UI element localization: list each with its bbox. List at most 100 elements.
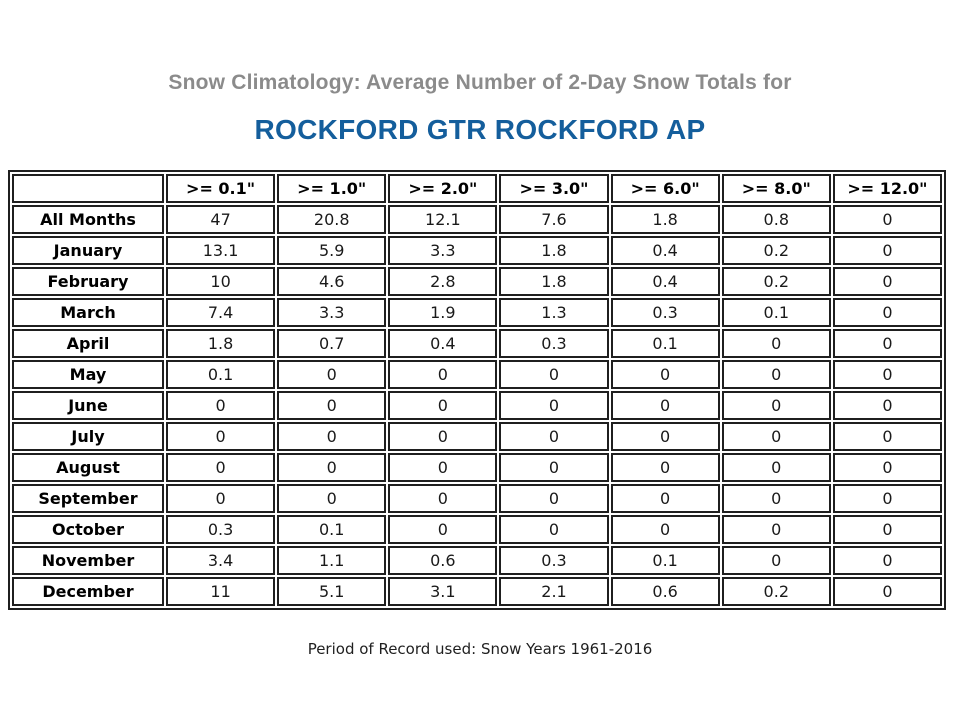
table-row: July 0 0 0 0 0 0 0	[12, 422, 942, 451]
value-cell: 0	[832, 205, 942, 234]
value-cell: 10	[166, 267, 276, 296]
column-header-cell: >= 12.0"	[832, 174, 942, 203]
value-cell: 12.1	[388, 205, 498, 234]
value-cell: 0.1	[610, 546, 720, 575]
value-cell: 0	[832, 546, 942, 575]
value-cell: 0	[610, 391, 720, 420]
column-header-cell: >= 0.1"	[166, 174, 276, 203]
value-cell: 3.4	[166, 546, 276, 575]
station-name-title: ROCKFORD GTR ROCKFORD AP	[254, 114, 706, 145]
value-cell: 0	[832, 577, 942, 606]
value-cell: 0	[499, 422, 609, 451]
month-label-cell: September	[12, 484, 164, 513]
value-cell: 0	[610, 422, 720, 451]
month-label-cell: December	[12, 577, 164, 606]
value-cell: 0	[832, 360, 942, 389]
table-row: September 0 0 0 0 0 0 0	[12, 484, 942, 513]
value-cell: 0	[610, 453, 720, 482]
value-cell: 7.6	[499, 205, 609, 234]
value-cell: 0	[388, 422, 498, 451]
value-cell: 1.3	[499, 298, 609, 327]
column-header-cell: >= 6.0"	[610, 174, 720, 203]
value-cell: 1.8	[499, 236, 609, 265]
value-cell: 0	[166, 484, 276, 513]
value-cell: 0.4	[610, 267, 720, 296]
value-cell: 0	[610, 515, 720, 544]
value-cell: 0	[388, 515, 498, 544]
value-cell: 0	[277, 484, 387, 513]
month-label-cell: August	[12, 453, 164, 482]
value-cell: 0	[832, 422, 942, 451]
value-cell: 0	[832, 329, 942, 358]
value-cell: 0.1	[277, 515, 387, 544]
table-row: June 0 0 0 0 0 0 0	[12, 391, 942, 420]
value-cell: 0	[388, 360, 498, 389]
value-cell: 0	[721, 329, 831, 358]
table-row: All Months 47 20.8 12.1 7.6 1.8 0.8 0	[12, 205, 942, 234]
value-cell: 5.1	[277, 577, 387, 606]
table-row: January 13.1 5.9 3.3 1.8 0.4 0.2 0	[12, 236, 942, 265]
table-row: February 10 4.6 2.8 1.8 0.4 0.2 0	[12, 267, 942, 296]
month-label-cell: March	[12, 298, 164, 327]
value-cell: 0	[832, 236, 942, 265]
value-cell: 0	[388, 453, 498, 482]
value-cell: 0.7	[277, 329, 387, 358]
value-cell: 20.8	[277, 205, 387, 234]
column-header-cell: >= 2.0"	[388, 174, 498, 203]
month-label-cell: July	[12, 422, 164, 451]
value-cell: 0.6	[388, 546, 498, 575]
value-cell: 1.8	[499, 267, 609, 296]
value-cell: 0.1	[610, 329, 720, 358]
value-cell: 0	[721, 484, 831, 513]
month-label-cell: January	[12, 236, 164, 265]
value-cell: 0.2	[721, 236, 831, 265]
value-cell: 47	[166, 205, 276, 234]
value-cell: 0.1	[721, 298, 831, 327]
value-cell: 0	[721, 422, 831, 451]
value-cell: 0	[832, 453, 942, 482]
column-header-cell: >= 3.0"	[499, 174, 609, 203]
period-of-record-note: Period of Record used: Snow Years 1961-2…	[307, 640, 653, 658]
table-header: >= 0.1" >= 1.0" >= 2.0" >= 3.0" >= 6.0" >= 8.…	[12, 174, 942, 203]
value-cell: 0.3	[499, 329, 609, 358]
value-cell: 7.4	[166, 298, 276, 327]
value-cell: 0	[721, 391, 831, 420]
value-cell: 3.1	[388, 577, 498, 606]
value-cell: 0.2	[721, 267, 831, 296]
value-cell: 0	[277, 453, 387, 482]
value-cell: 0.6	[610, 577, 720, 606]
value-cell: 0	[721, 546, 831, 575]
value-cell: 0	[832, 515, 942, 544]
table-row: March 7.4 3.3 1.9 1.3 0.3 0.1 0	[12, 298, 942, 327]
value-cell: 4.6	[277, 267, 387, 296]
table-row: May 0.1 0 0 0 0 0 0	[12, 360, 942, 389]
table-row: December 11 5.1 3.1 2.1 0.6 0.2 0	[12, 577, 942, 606]
value-cell: 0.3	[610, 298, 720, 327]
value-cell: 0.3	[499, 546, 609, 575]
value-cell: 0	[832, 391, 942, 420]
month-label-cell: May	[12, 360, 164, 389]
value-cell: 0	[388, 391, 498, 420]
table-row: October 0.3 0.1 0 0 0 0 0	[12, 515, 942, 544]
value-cell: 0	[499, 391, 609, 420]
table-row: August 0 0 0 0 0 0 0	[12, 453, 942, 482]
value-cell: 1.1	[277, 546, 387, 575]
value-cell: 0.2	[721, 577, 831, 606]
value-cell: 0	[832, 484, 942, 513]
month-label-cell: November	[12, 546, 164, 575]
value-cell: 0	[499, 484, 609, 513]
value-cell: 0	[166, 453, 276, 482]
month-label-cell: June	[12, 391, 164, 420]
value-cell: 2.1	[499, 577, 609, 606]
value-cell: 3.3	[388, 236, 498, 265]
month-label-cell: All Months	[12, 205, 164, 234]
value-cell: 0	[721, 360, 831, 389]
value-cell: 0	[610, 484, 720, 513]
column-header-cell	[12, 174, 164, 203]
value-cell: 5.9	[277, 236, 387, 265]
value-cell: 0.1	[166, 360, 276, 389]
value-cell: 0	[277, 391, 387, 420]
month-label-cell: February	[12, 267, 164, 296]
value-cell: 0	[277, 422, 387, 451]
